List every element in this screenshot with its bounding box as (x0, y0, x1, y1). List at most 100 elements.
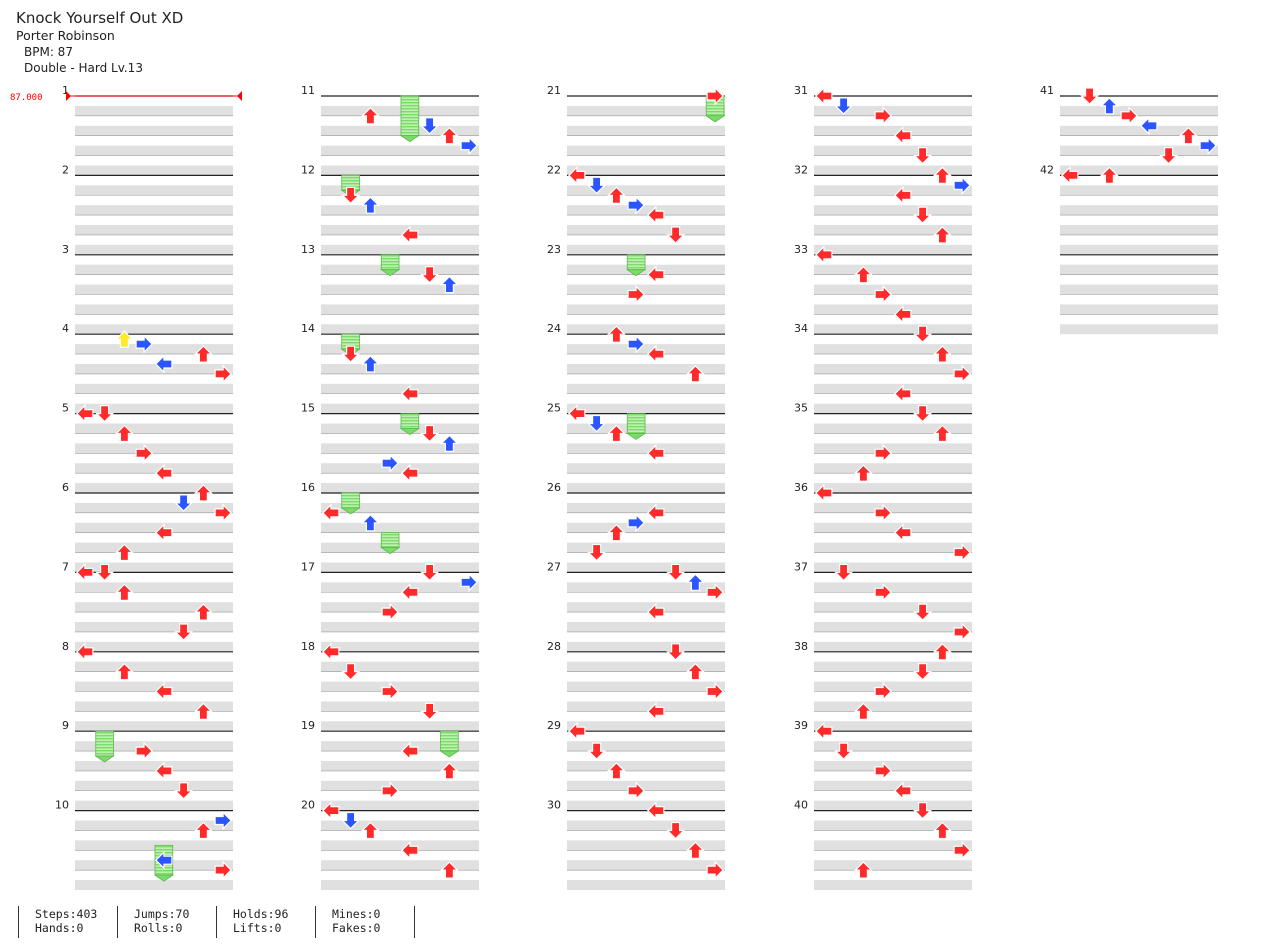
beat-stripe (75, 344, 233, 355)
beat-stripe (75, 324, 233, 335)
beat-stripe (814, 443, 972, 454)
beat-stripe (321, 244, 479, 255)
beat-stripe (321, 145, 479, 156)
arrow-note (587, 414, 607, 433)
beat-stripe (321, 880, 479, 890)
beat-stripe (567, 443, 725, 454)
arrow-note (193, 484, 213, 502)
beat-stripe (75, 701, 233, 712)
stat-hands: Hands:0 (35, 921, 84, 935)
arrow-note (174, 494, 194, 512)
beat-stripe (75, 463, 233, 474)
measure-number: 7 (62, 560, 69, 573)
arrow-note (114, 424, 134, 443)
beat-stripe (567, 284, 725, 295)
arrow-note (815, 86, 833, 106)
beat-stripe (567, 105, 725, 116)
beat-stripe (75, 641, 233, 652)
arrow-note (193, 702, 213, 721)
arrow-note (114, 330, 134, 348)
hold-tail (379, 547, 401, 555)
arrow-note (627, 195, 645, 215)
bpm-marker-value: 87.000 (10, 93, 43, 103)
measure-number: 30 (547, 799, 561, 812)
arrow-note (647, 265, 665, 285)
arrow-note (666, 563, 686, 582)
arrow-note (568, 165, 586, 185)
beat-stripe (321, 443, 479, 454)
hold-body (400, 413, 420, 429)
beat-stripe (814, 562, 972, 573)
measure-number: 6 (62, 481, 69, 494)
beat-stripe (75, 165, 233, 176)
hold-tail (153, 874, 175, 882)
beat-stripe (321, 205, 479, 216)
beat-stripe (321, 800, 479, 811)
arrow-note (706, 860, 724, 880)
arrow-note (874, 285, 892, 304)
arrow-note (114, 662, 134, 681)
hold-notes (94, 95, 726, 882)
beat-stripe (814, 701, 972, 712)
measure-number: 18 (301, 640, 315, 653)
hold-body (400, 95, 420, 137)
beat-stripe (321, 502, 479, 513)
arrow-note (174, 623, 194, 641)
hold-tail (94, 755, 115, 763)
beat-stripe (567, 423, 725, 434)
arrow-note (953, 364, 971, 384)
measure-number: 29 (547, 719, 561, 732)
measure-number: 40 (794, 799, 808, 812)
measure-number: 41 (1040, 84, 1054, 97)
arrow-note (894, 185, 912, 205)
arrow-note (76, 404, 94, 424)
beat-stripe (321, 344, 479, 355)
arrow-note (1199, 136, 1217, 156)
beat-stripe (75, 284, 233, 295)
step-notes (76, 86, 1217, 880)
arrow-note (894, 384, 912, 404)
beat-stripe (814, 205, 972, 216)
beat-stripe (567, 185, 725, 196)
measure-number: 17 (301, 560, 315, 573)
arrow-note (155, 761, 173, 781)
beat-stripe (321, 760, 479, 771)
beat-stripe (321, 661, 479, 672)
arrow-note (587, 742, 607, 760)
beat-stripe (567, 760, 725, 771)
beat-stripe (814, 304, 972, 315)
beat-stripe (567, 324, 725, 335)
stat-holds-lifts: Holds:96 Lifts:0 (216, 906, 315, 938)
beat-stripe (814, 522, 972, 533)
arrow-note (341, 811, 361, 830)
bpm-marker-end (237, 91, 242, 101)
arrow-note (647, 344, 665, 364)
beat-stripe (321, 602, 479, 613)
measure-lines (75, 95, 1218, 871)
arrow-note (401, 741, 419, 761)
beat-stripe (567, 264, 725, 275)
arrow-note (853, 861, 873, 879)
beat-stripe (814, 125, 972, 136)
measure-number: 5 (62, 402, 69, 415)
arrow-note (193, 345, 213, 363)
arrow-note (1120, 106, 1138, 126)
hold-body (380, 254, 400, 271)
arrow-note (439, 861, 459, 879)
song-header: Knock Yourself Out XD Porter Robinson BP… (16, 8, 183, 76)
arrow-note (214, 503, 232, 523)
beat-stripe (75, 880, 233, 890)
hold-tail (625, 433, 647, 440)
arrow-note (193, 603, 213, 621)
arrow-note (606, 424, 626, 443)
arrow-note (894, 304, 912, 324)
arrow-note (439, 275, 459, 294)
arrow-note (815, 245, 833, 265)
arrow-note (666, 643, 686, 661)
beat-stripe (321, 780, 479, 791)
beat-stripe (75, 780, 233, 791)
stats-footer: Steps:403 Hands:0 Jumps:70 Rolls:0 Holds… (18, 906, 415, 938)
arrow-note (853, 464, 873, 482)
arrow-note (606, 325, 626, 343)
beat-stripe (814, 582, 972, 593)
